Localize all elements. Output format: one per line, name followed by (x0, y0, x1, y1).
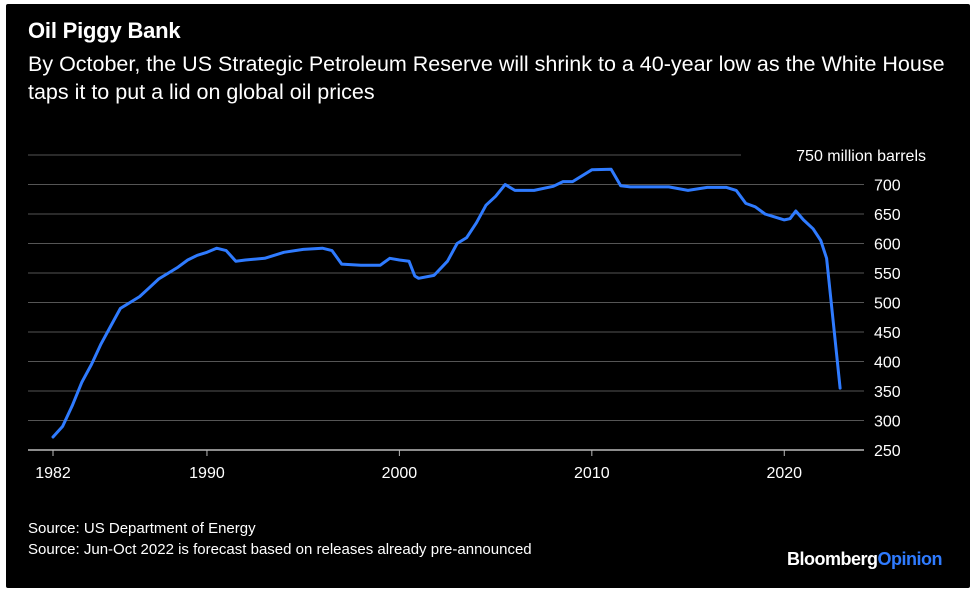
y-tick-label-600: 600 (874, 237, 901, 254)
x-tick-label-2010: 2010 (574, 465, 610, 482)
y-tick-label-500: 500 (874, 296, 901, 313)
source-note-1: Source: US Department of Energy (28, 520, 256, 537)
y-tick-label-550: 550 (874, 266, 901, 283)
x-tick-label-2000: 2000 (382, 465, 418, 482)
y-tick-label-350: 350 (874, 384, 901, 401)
brand-bloomberg: Bloomberg (787, 549, 878, 569)
line-chart: 250 300 350 400 450 500 550 600 650 700 750 millio… (28, 148, 926, 482)
x-tick-label-2020: 2020 (766, 465, 802, 482)
chart-panel: Oil Piggy Bank By October, the US Strate… (6, 4, 970, 588)
x-tick-label-1990: 1990 (189, 465, 225, 482)
y-tick-label-300: 300 (874, 414, 901, 431)
y-tick-label-400: 400 (874, 355, 901, 372)
spr-inventory-line (51, 167, 842, 439)
y-tick-label-250: 250 (874, 443, 901, 460)
y-tick-label-450: 450 (874, 325, 901, 342)
bloomberg-opinion-logo: BloombergOpinion (787, 549, 943, 570)
x-tick-label-1982: 1982 (35, 465, 71, 482)
brand-opinion: Opinion (877, 549, 943, 569)
y-tick-label-750: 750 million barrels (796, 148, 926, 165)
y-tick-label-650: 650 (874, 207, 901, 224)
y-tick-label-700: 700 (874, 178, 901, 195)
chart-title: Oil Piggy Bank (28, 18, 181, 43)
chart-subtitle: By October, the US Strategic Petroleum R… (28, 52, 945, 104)
source-note-2: Source: Jun-Oct 2022 is forecast based o… (28, 541, 532, 558)
